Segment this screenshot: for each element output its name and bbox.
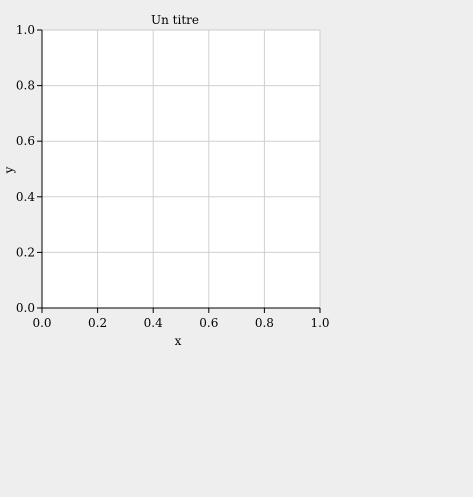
x-tick-label: 0.8 bbox=[255, 316, 274, 330]
y-tick-label: 0.0 bbox=[16, 301, 35, 315]
plot-background bbox=[42, 30, 320, 308]
y-tick-label: 0.4 bbox=[16, 190, 35, 204]
y-tick-label: 1.0 bbox=[16, 23, 35, 37]
x-tick-label: 1.0 bbox=[310, 316, 329, 330]
y-tick-label: 0.6 bbox=[16, 134, 35, 148]
y-axis-label: y bbox=[2, 166, 16, 174]
x-axis-ticks: 0.0 0.2 0.4 0.6 0.8 1.0 bbox=[32, 308, 330, 330]
x-tick-label: 0.4 bbox=[144, 316, 163, 330]
y-tick-label: 0.8 bbox=[16, 79, 35, 93]
x-tick-label: 0.6 bbox=[199, 316, 218, 330]
x-tick-label: 0.0 bbox=[32, 316, 51, 330]
y-axis-ticks: 0.0 0.2 0.4 0.6 0.8 1.0 bbox=[16, 23, 42, 315]
chart-title: Un titre bbox=[151, 13, 199, 27]
x-axis-label: x bbox=[175, 334, 182, 348]
x-tick-label: 0.2 bbox=[88, 316, 107, 330]
y-tick-label: 0.2 bbox=[16, 245, 35, 259]
